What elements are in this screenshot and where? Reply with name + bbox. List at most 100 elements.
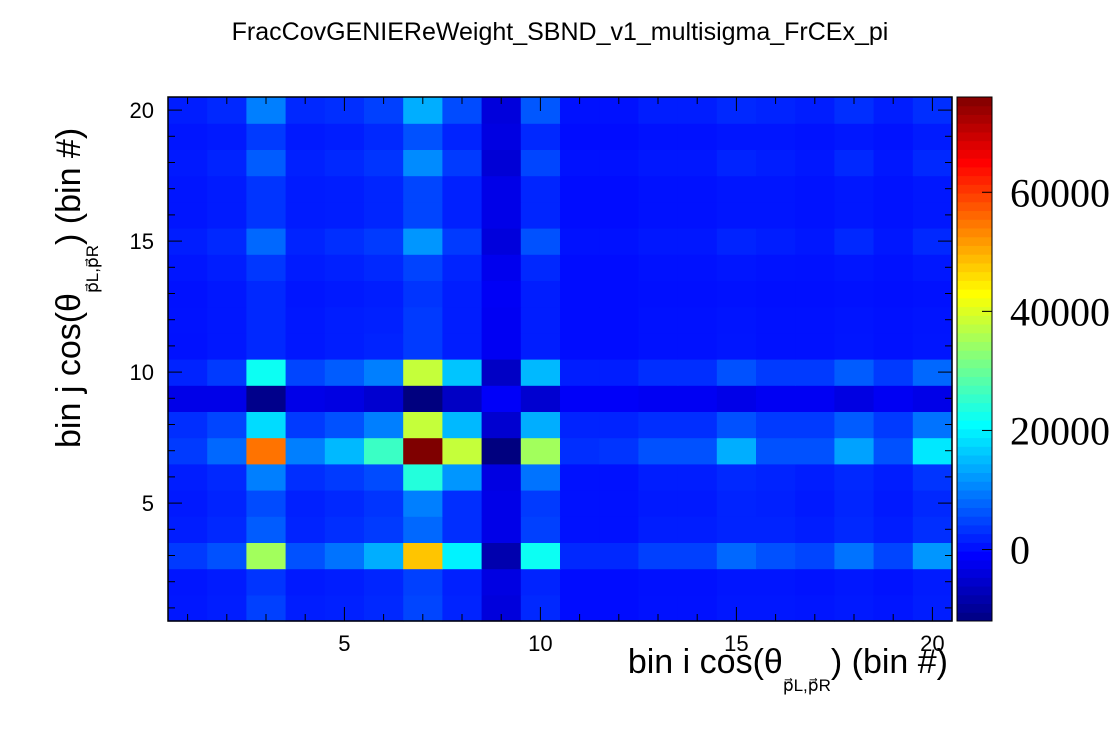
colorbar-segment [957,577,992,587]
heatmap-cell [403,516,443,543]
heatmap-cell [442,254,483,281]
heatmap-cell [481,516,522,543]
heatmap-cell [834,201,875,229]
heatmap-cell [520,385,561,412]
heatmap-cell [716,332,757,360]
colorbar-tick-label: 0 [1010,528,1030,573]
heatmap-cell [442,175,483,203]
heatmap-cell [481,280,522,308]
heatmap-cell [403,306,443,334]
heatmap-cell [677,516,718,543]
heatmap-cell [560,332,600,360]
heatmap-cell [403,228,443,255]
heatmap-cell [638,437,679,465]
heatmap-cell [873,306,914,334]
heatmap-cell [873,463,914,491]
colorbar-segment [957,516,992,526]
heatmap-cell [677,542,718,570]
heatmap-cell [756,254,796,281]
heatmap-cell [364,306,404,334]
heatmap-cell [677,123,718,150]
heatmap-cell [560,228,600,255]
heatmap-cell [873,359,914,386]
heatmap-cell [442,437,483,465]
heatmap-cell [285,228,326,255]
heatmap-cell [638,542,679,570]
heatmap-cell [677,568,718,596]
heatmap-cell [207,542,247,570]
x-tick-label: 5 [338,631,350,656]
heatmap-cell [207,201,247,229]
colorbar-segment [957,446,992,456]
colorbar-segment [957,498,992,508]
heatmap-cell [324,201,365,229]
heatmap-cell [324,463,365,491]
heatmap-cell [599,490,639,517]
heatmap-cell [677,385,718,412]
heatmap-cell [442,385,483,412]
heatmap-cell [599,437,639,465]
heatmap-cell [324,280,365,308]
heatmap-cell [442,149,483,177]
y-tick-label: 5 [142,491,154,516]
heatmap-cell [873,228,914,255]
heatmap-cell [756,280,796,308]
heatmap-cell [285,332,326,360]
colorbar-segment [957,612,992,622]
heatmap-cell [207,359,247,386]
heatmap-cell [207,149,247,177]
heatmap-cell [364,123,404,150]
heatmap-cell [560,123,600,150]
heatmap-cell [246,254,287,281]
heatmap-cell [246,280,287,308]
heatmap-cell [599,228,639,255]
colorbar-segment [957,332,992,343]
heatmap-cell [756,490,796,517]
heatmap-cell [834,568,875,596]
heatmap-cell [207,332,247,360]
heatmap-cell [285,306,326,334]
heatmap-cell [246,463,287,491]
heatmap-cell [834,306,875,334]
heatmap-cell [442,542,483,570]
y-axis-label: bin j cos(θp⃗L,p⃗R) (bin #) [50,128,102,448]
colorbar-segment [957,254,992,264]
heatmap-cell [324,516,365,543]
heatmap-cell [756,201,796,229]
heatmap-cell [638,228,679,255]
heatmap-cell [324,490,365,517]
heatmap-cell [285,201,326,229]
heatmap-cell [560,437,600,465]
heatmap-cell [756,123,796,150]
colorbar-segment [957,280,992,290]
heatmap-cell [560,490,600,517]
heatmap-cell [403,463,443,491]
heatmap-cell [560,568,600,596]
colorbar-segment [957,201,992,212]
heatmap-cell [677,175,718,203]
heatmap-cell [520,437,561,465]
heatmap-cell [520,516,561,543]
heatmap-cell [520,490,561,517]
heatmap-cell [364,463,404,491]
heatmap-cell [246,385,287,412]
heatmap-cell [207,516,247,543]
heatmap-cell [364,568,404,596]
colorbar-segment [957,376,992,386]
colorbar-segment [957,463,992,474]
colorbar-segment [957,524,992,535]
heatmap-cell [442,568,483,596]
colorbar-segment [957,114,992,124]
heatmap-cell [560,175,600,203]
heatmap-cell [207,306,247,334]
heatmap-cell [560,411,600,439]
heatmap-cell [873,201,914,229]
heatmap-cell [285,359,326,386]
heatmap-cell [599,254,639,281]
heatmap-cell [285,411,326,439]
heatmap-cell [442,463,483,491]
heatmap-cell [795,123,835,150]
heatmap-cell [638,175,679,203]
heatmap-cell [756,411,796,439]
heatmap-cell [246,542,287,570]
